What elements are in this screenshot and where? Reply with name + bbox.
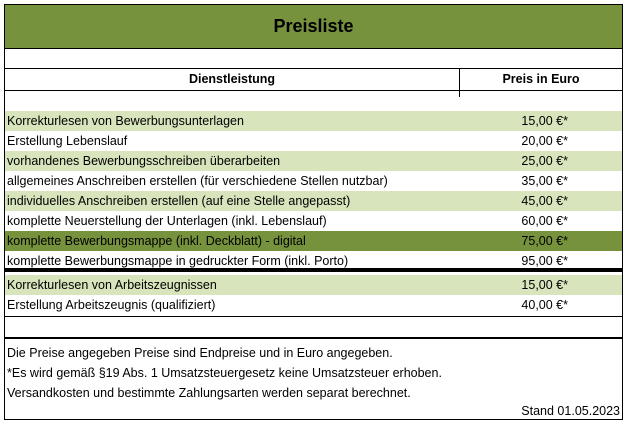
header-price: Preis in Euro	[502, 72, 580, 86]
service-cell: Erstellung Arbeitszeugnis (qualifiziert)	[7, 298, 216, 312]
price-cell: 75,00 €*	[521, 234, 568, 248]
table-row: allgemeines Anschreiben erstellen (für v…	[5, 171, 622, 191]
price-cell: 15,00 €*	[521, 114, 568, 128]
header-service: Dienstleistung	[188, 72, 276, 86]
table-row: vorhandenes Bewerbungsschreiben überarbe…	[5, 151, 622, 171]
price-cell: 60,00 €*	[521, 214, 568, 228]
service-cell: komplette Neuerstellung der Unterlagen (…	[7, 214, 327, 228]
table-row: komplette Bewerbungsmappe in gedruckter …	[5, 251, 622, 271]
service-cell: Erstellung Lebenslauf	[7, 134, 128, 148]
date-stamp: Stand 01.05.2023	[521, 404, 620, 418]
service-cell: komplette Bewerbungsmappe (inkl. Deckbla…	[7, 234, 306, 248]
notes-section: Die Preise angegeben Preise sind Endprei…	[5, 338, 622, 419]
service-cell: komplette Bewerbungsmappe in gedruckter …	[7, 254, 349, 268]
price-cell: 95,00 €*	[521, 254, 568, 268]
service-cell: Korrekturlesen von Arbeitszeugnissen	[7, 278, 217, 292]
price-cell: 20,00 €*	[521, 134, 568, 148]
price-cell: 45,00 €*	[521, 194, 568, 208]
table-row: Korrekturlesen von Arbeitszeugnissen 15,…	[5, 275, 622, 295]
table-row: Erstellung Lebenslauf 20,00 €*	[5, 131, 622, 151]
note-line: Versandkosten und bestimmte Zahlungsarte…	[7, 386, 411, 400]
table-row: komplette Bewerbungsmappe (inkl. Deckbla…	[5, 231, 622, 251]
service-cell: individuelles Anschreiben erstellen (auf…	[7, 194, 351, 208]
page-title: Preisliste	[5, 5, 622, 49]
column-divider	[459, 91, 460, 97]
section-divider	[5, 268, 622, 272]
service-cell: vorhandenes Bewerbungsschreiben überarbe…	[7, 154, 281, 168]
table-row: Korrekturlesen von Bewerbungsunterlagen …	[5, 111, 622, 131]
spacer-row	[5, 49, 622, 69]
price-cell: 25,00 €*	[521, 154, 568, 168]
price-cell: 35,00 €*	[521, 174, 568, 188]
table-row: Erstellung Arbeitszeugnis (qualifiziert)…	[5, 295, 622, 315]
service-cell: Korrekturlesen von Bewerbungsunterlagen	[7, 114, 244, 128]
note-line: Die Preise angegeben Preise sind Endprei…	[7, 346, 393, 360]
table-row: individuelles Anschreiben erstellen (auf…	[5, 191, 622, 211]
price-cell: 40,00 €*	[521, 298, 568, 312]
service-cell: allgemeines Anschreiben erstellen (für v…	[7, 174, 388, 188]
column-divider	[459, 69, 460, 90]
price-cell: 15,00 €*	[521, 278, 568, 292]
spacer-row	[5, 316, 622, 338]
table-header: Dienstleistung Preis in Euro	[5, 69, 622, 91]
price-list-sheet: Preisliste Dienstleistung Preis in Euro …	[4, 4, 623, 420]
note-line: *Es wird gemäß §19 Abs. 1 Umsatzsteuerge…	[7, 366, 442, 380]
table-row: komplette Neuerstellung der Unterlagen (…	[5, 211, 622, 231]
